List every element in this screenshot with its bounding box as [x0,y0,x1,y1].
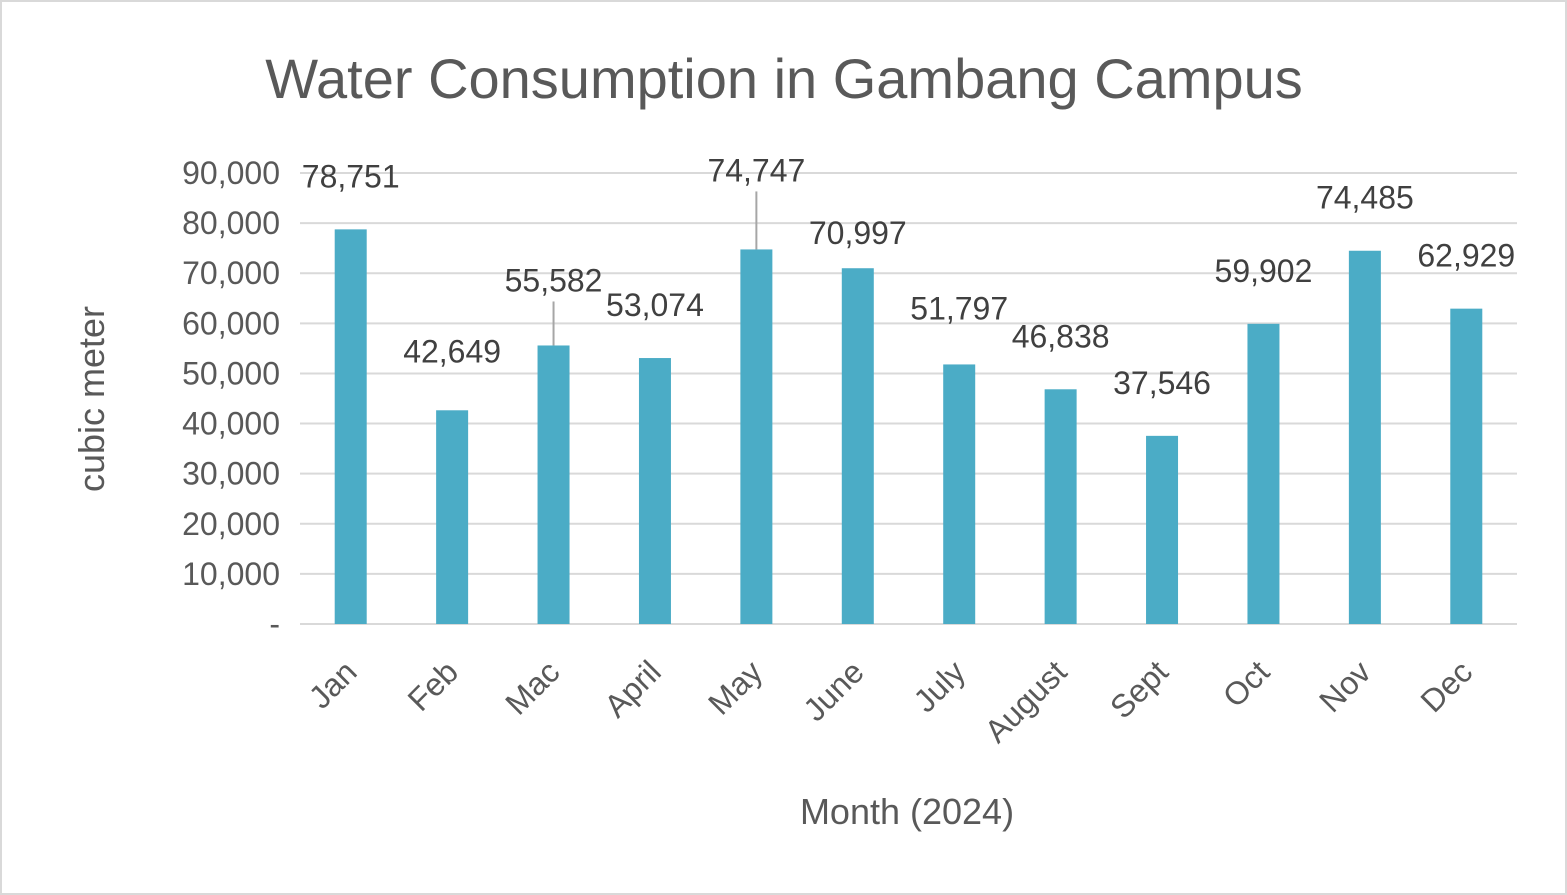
x-tick-label: Dec [1414,653,1480,719]
y-tick-label: 50,000 [182,355,280,391]
bar [1450,308,1483,624]
bar [740,249,773,624]
x-tick-label: Feb [401,653,465,717]
bar [1348,250,1381,625]
bar [1146,435,1179,624]
data-label: 37,546 [1113,365,1211,401]
y-axis-title: cubic meter [71,306,112,492]
y-tick-label: 10,000 [182,556,280,592]
data-label: 62,929 [1417,238,1515,274]
data-label: 74,747 [707,152,805,188]
x-tick-label: July [906,653,972,719]
bar [334,229,367,624]
data-label: 46,838 [1012,318,1110,354]
x-tick-label: May [701,653,769,721]
data-label: 55,582 [505,262,603,298]
x-tick-label: Mac [498,653,566,721]
bar [943,364,976,624]
data-label: 51,797 [910,290,1008,326]
bars [334,229,1483,625]
x-tick-label: Nov [1312,653,1378,719]
x-axis-ticks: Jan Feb Mac April May June July August Sept Oct No… [302,653,1480,749]
y-tick-label: 80,000 [182,205,280,241]
data-label: 53,074 [606,287,704,323]
bar [1247,323,1280,624]
bar [1044,389,1077,624]
y-tick-label: 90,000 [182,155,280,191]
data-label: 74,485 [1316,180,1414,216]
bar [537,345,570,624]
y-tick-label: - [269,606,280,642]
data-label: 78,751 [302,158,400,194]
y-axis-ticks: - 10,000 20,000 30,000 40,000 50,000 60,000 70,… [182,155,280,642]
data-label: 59,902 [1215,253,1313,289]
y-tick-label: 20,000 [182,506,280,542]
x-tick-label: August [978,653,1074,749]
chart-title: Water Consumption in Gambang Campus [265,47,1303,110]
data-label: 70,997 [809,215,907,251]
x-axis-title: Month (2024) [800,791,1014,832]
y-tick-label: 40,000 [182,406,280,442]
y-tick-label: 70,000 [182,255,280,291]
x-tick-label: Jan [302,653,364,715]
x-tick-label: June [796,653,871,728]
bar [638,358,671,624]
x-tick-label: Sept [1103,653,1175,725]
y-tick-label: 60,000 [182,305,280,341]
y-tick-label: 30,000 [182,456,280,492]
x-tick-label: April [597,653,668,724]
bar [841,268,874,624]
gridlines [300,172,1517,625]
x-tick-label: Oct [1216,653,1277,714]
bar [436,410,469,624]
data-label: 42,649 [403,333,501,369]
